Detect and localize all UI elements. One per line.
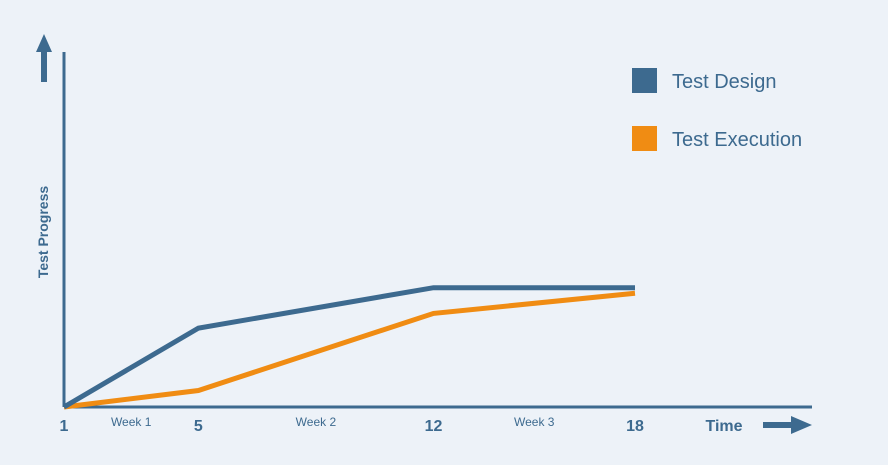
series-line-test-execution — [63, 290, 636, 410]
y-axis-title: Test Progress — [35, 186, 51, 279]
x-tick-label: 12 — [425, 418, 443, 435]
legend-swatch-test-execution — [632, 126, 657, 151]
y-axis-arrow — [36, 34, 52, 82]
x-tick-label: 18 — [626, 418, 644, 435]
x-tick-label: 5 — [194, 418, 203, 435]
legend-label-test-design: Test Design — [672, 71, 777, 93]
x-period-label: Week 2 — [296, 415, 337, 429]
x-period-label: Week 3 — [514, 415, 555, 429]
x-axis-arrow — [763, 416, 812, 434]
series-line-test-design — [62, 285, 635, 410]
x-tick-label: 1 — [60, 418, 69, 435]
legend-label-test-execution: Test Execution — [672, 129, 802, 151]
x-axis-title: Time — [705, 418, 742, 435]
legend-swatch-test-design — [632, 68, 657, 93]
x-period-label: Week 1 — [111, 415, 152, 429]
